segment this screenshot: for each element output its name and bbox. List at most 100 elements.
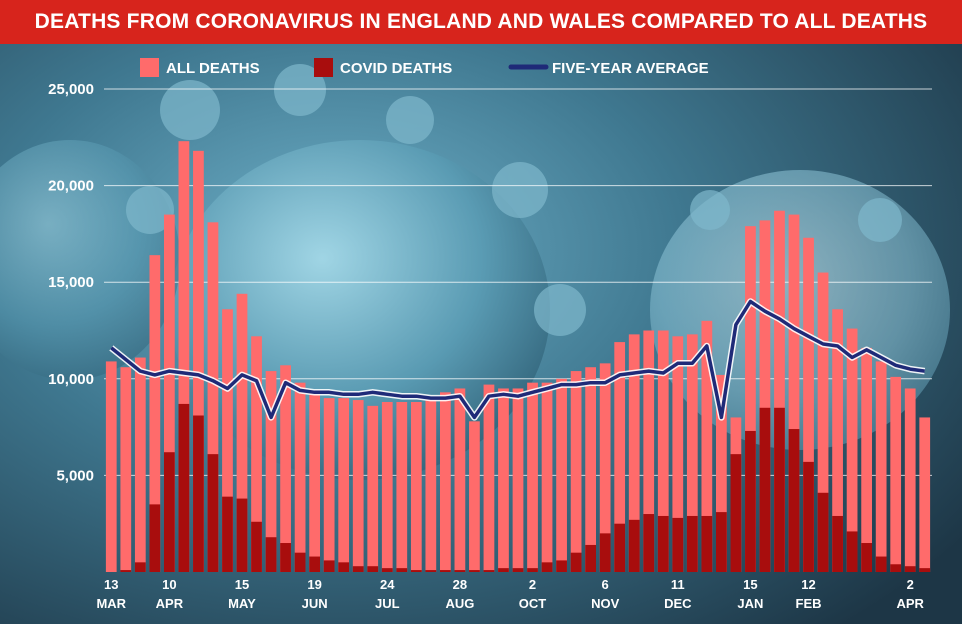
all-deaths-bar [512,388,524,572]
legend-swatch-covid-deaths [314,58,333,77]
y-tick-label: 25,000 [48,81,94,98]
x-tick-month: MAY [228,596,256,611]
covid-deaths-bar [599,533,611,572]
x-tick-month: AUG [445,596,474,611]
covid-deaths-bar [498,568,509,572]
covid-deaths-bar [149,504,161,572]
covid-deaths-bar [294,552,306,572]
x-tick-day: 2 [907,577,914,592]
x-tick-month: JUL [375,596,400,611]
covid-deaths-bar [570,552,582,572]
covid-deaths-bar [541,562,553,572]
covid-deaths-bar [236,498,248,572]
all-deaths-bar [803,237,814,572]
all-deaths-bar [672,336,684,572]
covid-deaths-bar [352,566,364,572]
x-tick-day: 6 [602,577,609,592]
covid-deaths-bar [425,570,437,572]
all-deaths-bar [701,320,713,572]
covid-deaths-bar [556,560,567,572]
all-deaths-bar [425,398,437,572]
all-deaths-bar [628,334,640,572]
x-tick-day: 15 [743,577,757,592]
all-deaths-bar [774,210,785,572]
covid-deaths-bar [222,496,233,572]
all-deaths-bar [614,342,626,572]
all-deaths-bar [396,401,408,572]
covid-deaths-bar [643,514,655,572]
all-deaths-bar [759,220,771,572]
all-deaths-bar [265,371,277,572]
legend-label-covid-deaths: COVID DEATHS [340,60,452,77]
covid-deaths-bar [672,517,684,572]
x-tick-month: FEB [796,596,822,611]
all-deaths-bar [149,255,161,573]
average-line-group [109,298,926,421]
all-deaths-bar [832,309,843,572]
legend-label-all-deaths: ALL DEATHS [166,60,260,77]
covid-deaths-bar [919,568,931,572]
all-deaths-bar [207,222,219,573]
all-deaths-bar [585,367,597,572]
covid-deaths-bar [134,562,146,572]
covid-deaths-bar [715,512,727,572]
x-tick-day: 19 [307,577,321,592]
bars [105,141,931,573]
covid-deaths-bar [439,570,451,572]
y-axis-ticks: 25,000 20,000 15,000 10,000 5,000 [48,81,94,484]
all-deaths-bar [643,330,655,572]
covid-deaths-bar [614,523,626,572]
legend-swatch-all-deaths [140,58,159,77]
all-deaths-bar [367,405,379,572]
all-deaths-bar [469,421,480,572]
covid-deaths-bar [193,415,204,572]
all-deaths-bar [904,388,916,572]
all-deaths-bar [251,336,262,572]
all-deaths-bar [527,382,538,572]
covid-deaths-bar [309,556,321,572]
all-deaths-bar [556,378,567,572]
covid-deaths-bar [512,568,524,572]
x-tick-month: APR [896,596,924,611]
x-tick-month: NOV [591,596,620,611]
covid-deaths-bar [483,570,495,572]
covid-deaths-bar [832,515,843,572]
covid-deaths-bar [759,407,771,572]
all-deaths-bar [439,392,451,572]
all-deaths-bar [686,334,698,572]
all-deaths-bar [381,401,393,572]
all-deaths-bar [222,309,233,572]
legend-label-five-year-average: FIVE-YEAR AVERAGE [552,60,709,77]
x-tick-month: DEC [664,596,692,611]
all-deaths-bar [236,293,248,572]
y-tick-label: 15,000 [48,274,94,291]
covid-deaths-bar [745,430,756,572]
y-tick-label: 10,000 [48,371,94,388]
covid-deaths-bar [454,570,466,572]
all-deaths-bar [861,347,873,572]
all-deaths-bar [919,417,931,572]
all-deaths-bar [788,214,800,572]
legend: ALL DEATHS COVID DEATHS FIVE-YEAR AVERAG… [140,58,709,77]
all-deaths-bar [875,361,887,572]
all-deaths-bar [657,330,669,572]
all-deaths-bar [280,365,291,572]
covid-deaths-bar [628,519,640,572]
covid-deaths-bar [788,429,800,572]
all-deaths-bar [846,328,858,572]
all-deaths-bar [817,272,829,572]
covid-deaths-bar [338,562,350,572]
x-tick-month: JAN [737,596,763,611]
covid-deaths-bar [120,570,132,572]
covid-deaths-bar [367,566,379,572]
covid-deaths-bar [701,515,713,572]
all-deaths-bar [890,376,902,572]
all-deaths-bar [498,388,509,572]
x-tick-day: 28 [453,577,467,592]
all-deaths-bar [105,361,117,572]
all-deaths-bar [410,401,422,572]
covid-deaths-bar [730,454,742,572]
all-deaths-bar [745,226,756,572]
covid-deaths-bar [469,570,480,572]
covid-deaths-bar [323,560,335,572]
